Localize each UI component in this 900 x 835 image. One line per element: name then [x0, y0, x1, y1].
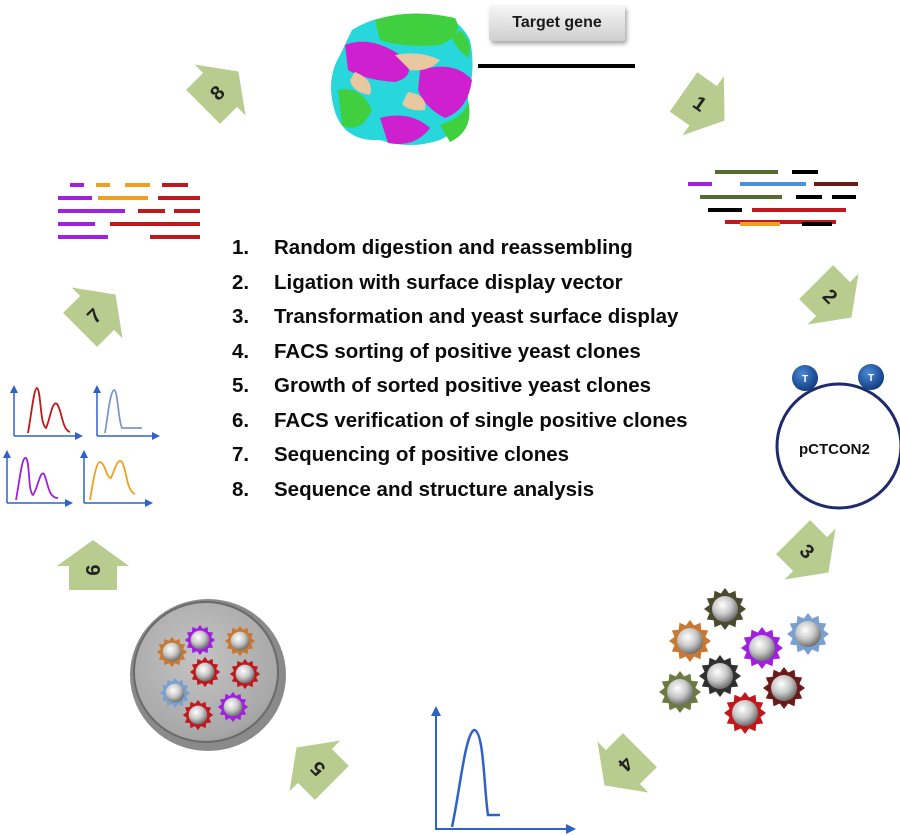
gene-fragments-right	[688, 170, 858, 226]
yeast-cell	[182, 699, 214, 731]
step-text: Sequencing of positive clones	[274, 443, 570, 466]
plasmid-label: pCTCON2	[799, 441, 870, 458]
yeast-cell	[189, 656, 221, 688]
cycle-arrow-2: 2	[799, 265, 859, 325]
step-number: 1.	[232, 236, 250, 259]
arrow-shape	[597, 733, 657, 793]
yeast-cell	[669, 620, 711, 662]
arrow-shape	[776, 520, 836, 580]
cycle-arrow-6: 6	[57, 540, 129, 590]
step-text: Ligation with surface display vector	[274, 270, 623, 294]
facs-sorting-plot	[431, 706, 576, 834]
facs-verification-plots	[3, 385, 160, 507]
arrow-shape	[289, 740, 349, 800]
step-text: FACS verification of single positive clo…	[274, 408, 688, 432]
plasmid-tag-left	[792, 365, 818, 391]
cycle-arrow-3: 3	[776, 520, 836, 580]
arrow-shape	[799, 265, 859, 325]
protein-structure	[331, 13, 473, 145]
yeast-cell	[699, 655, 741, 697]
arrow-shape	[186, 64, 246, 124]
yeast-cell	[787, 613, 829, 655]
yeast-cell	[741, 627, 783, 669]
gene-fragments-left	[58, 183, 200, 239]
step-number: 6.	[232, 408, 250, 432]
step-item: 8. Sequence and structure analysis	[232, 478, 772, 513]
plasmid-vector: T T	[775, 364, 900, 510]
step-text: FACS sorting of positive yeast clones	[274, 339, 641, 363]
step-number: 5.	[232, 374, 250, 397]
target-gene-label: Target gene	[489, 5, 625, 41]
step-item: 1. Random digestion and reassembling	[232, 236, 772, 271]
dish-yeast-cells	[156, 624, 261, 731]
yeast-cell	[704, 588, 746, 630]
yeast-cell	[659, 671, 701, 713]
yeast-cells-cluster	[659, 588, 829, 734]
step-number: 8.	[232, 477, 250, 501]
step-text: Growth of sorted positive yeast clones	[274, 374, 652, 397]
step-text: Random digestion and reassembling	[274, 236, 633, 259]
cycle-arrows: 1 2 3 4 5 6 7 8	[57, 64, 859, 800]
step-number: 2.	[232, 270, 250, 294]
step-item: 5. Growth of sorted positive yeast clones	[232, 374, 772, 409]
step-item: 6. FACS verification of single positive c…	[232, 409, 772, 444]
arrow-shape	[669, 72, 725, 136]
yeast-cell	[224, 625, 256, 657]
cycle-arrow-5: 5	[289, 740, 349, 800]
step-item: 7. Sequencing of positive clones	[232, 443, 772, 478]
arrow-number: 6	[83, 564, 105, 575]
yeast-cell	[724, 692, 766, 734]
step-list: 1. Random digestion and reassembling 2. Li…	[232, 236, 772, 512]
plasmid-tag-left-label: T	[802, 374, 808, 385]
step-item: 4. FACS sorting of positive yeast clones	[232, 340, 772, 375]
arrow-shape	[63, 287, 123, 347]
cycle-arrow-7: 7	[63, 287, 123, 347]
step-text: Sequence and structure analysis	[274, 477, 595, 501]
step-number: 7.	[232, 443, 250, 466]
step-number: 4.	[232, 339, 250, 363]
step-item: 2. Ligation with surface display vector	[232, 271, 772, 306]
yeast-cell	[159, 677, 191, 709]
arrow-shape	[57, 540, 129, 590]
cycle-arrow-4: 4	[597, 733, 657, 793]
yeast-cell	[763, 667, 805, 709]
step-item: 3. Transformation and yeast surface displ…	[232, 305, 772, 340]
plasmid-tag-right	[858, 364, 884, 390]
yeast-cell	[156, 636, 188, 668]
cycle-arrow-8: 8	[186, 64, 246, 124]
yeast-cell	[217, 691, 249, 723]
plasmid-tag-right-label: T	[868, 373, 874, 384]
yeast-cell	[184, 624, 216, 656]
step-text: Transformation and yeast surface display	[274, 305, 679, 328]
yeast-cell	[229, 658, 261, 690]
petri-dish	[130, 599, 286, 751]
step-number: 3.	[232, 305, 250, 328]
cycle-arrow-1: 1	[669, 72, 725, 136]
